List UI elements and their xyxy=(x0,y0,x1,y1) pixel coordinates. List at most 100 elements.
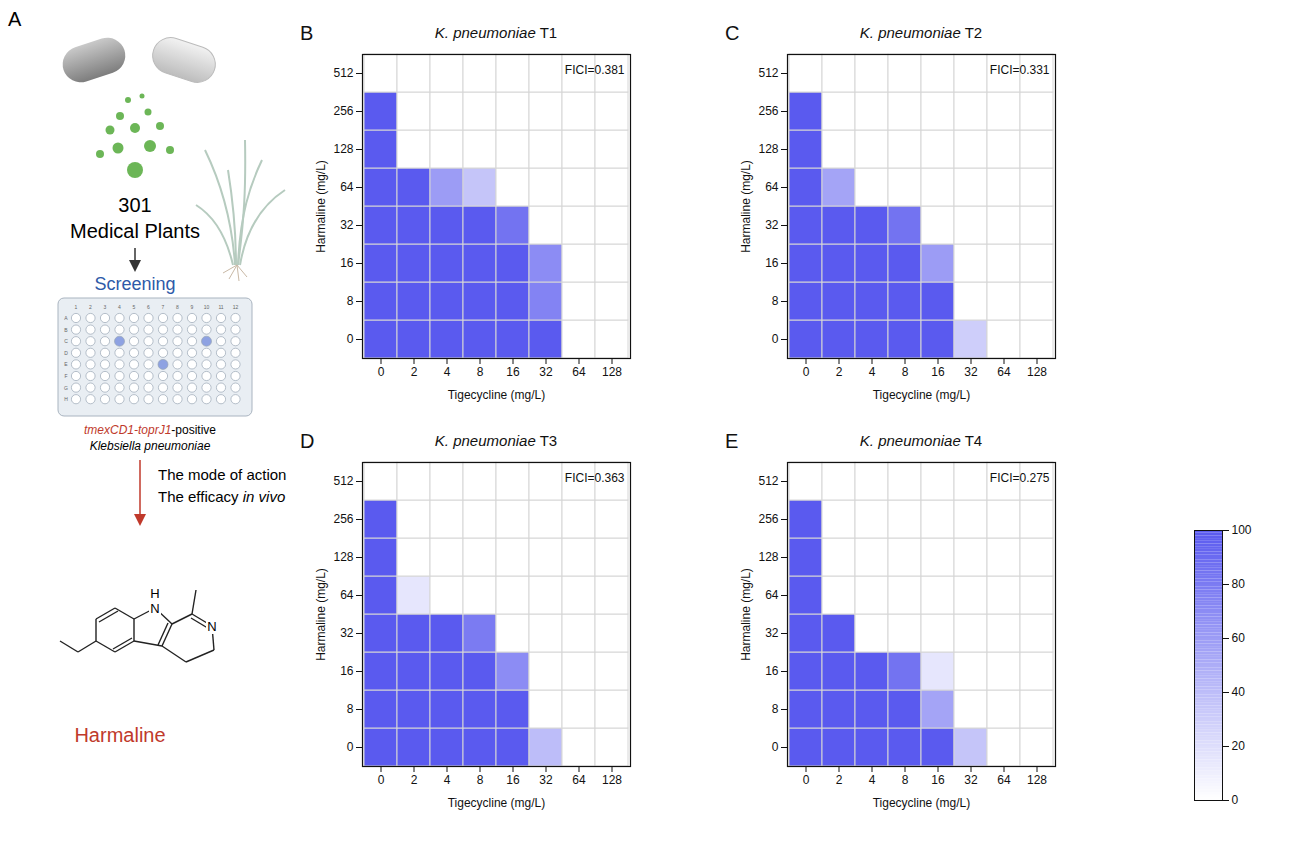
svg-text:Harmaline (mg/L): Harmaline (mg/L) xyxy=(739,160,753,253)
svg-text:8: 8 xyxy=(772,294,779,308)
svg-text:64: 64 xyxy=(572,773,586,787)
svg-text:0: 0 xyxy=(772,332,779,346)
svg-text:128: 128 xyxy=(333,142,353,156)
svg-text:64: 64 xyxy=(340,588,354,602)
svg-text:N: N xyxy=(150,601,159,616)
svg-text:Tigecycline (mg/L): Tigecycline (mg/L) xyxy=(873,388,971,402)
svg-text:64: 64 xyxy=(340,180,354,194)
svg-text:256: 256 xyxy=(758,512,778,526)
svg-text:Medical Plants: Medical Plants xyxy=(70,220,200,242)
svg-text:16: 16 xyxy=(931,365,945,379)
svg-text:0: 0 xyxy=(803,365,810,379)
svg-text:128: 128 xyxy=(758,550,778,564)
svg-text:64: 64 xyxy=(765,588,779,602)
svg-text:16: 16 xyxy=(931,773,945,787)
svg-text:4: 4 xyxy=(869,365,876,379)
svg-text:32: 32 xyxy=(765,626,779,640)
svg-text:512: 512 xyxy=(758,474,778,488)
svg-text:0: 0 xyxy=(803,773,810,787)
svg-text:FICI=0.363: FICI=0.363 xyxy=(565,471,625,485)
svg-text:256: 256 xyxy=(333,512,353,526)
svg-text:0: 0 xyxy=(347,332,354,346)
svg-text:16: 16 xyxy=(765,256,779,270)
svg-text:Screening: Screening xyxy=(94,274,175,294)
svg-text:128: 128 xyxy=(602,365,622,379)
svg-text:H: H xyxy=(64,396,68,402)
svg-text:0: 0 xyxy=(772,740,779,754)
svg-text:32: 32 xyxy=(340,218,354,232)
svg-text:FICI=0.275: FICI=0.275 xyxy=(990,471,1050,485)
svg-text:16: 16 xyxy=(506,773,520,787)
svg-text:128: 128 xyxy=(1027,365,1047,379)
svg-text:A: A xyxy=(8,8,22,30)
svg-text:E: E xyxy=(64,361,68,367)
svg-text:FICI=0.331: FICI=0.331 xyxy=(990,63,1050,77)
svg-text:512: 512 xyxy=(758,66,778,80)
svg-text:128: 128 xyxy=(333,550,353,564)
svg-text:128: 128 xyxy=(1027,773,1047,787)
svg-text:80: 80 xyxy=(1232,577,1246,591)
svg-text:6: 6 xyxy=(147,304,150,310)
svg-text:64: 64 xyxy=(765,180,779,194)
svg-text:Harmaline: Harmaline xyxy=(74,724,165,746)
svg-text:8: 8 xyxy=(772,702,779,716)
svg-text:32: 32 xyxy=(340,626,354,640)
svg-text:7: 7 xyxy=(162,304,165,310)
svg-text:1: 1 xyxy=(75,304,78,310)
svg-text:tmexCD1-toprJ1-positive: tmexCD1-toprJ1-positive xyxy=(84,423,216,437)
svg-text:Tigecycline (mg/L): Tigecycline (mg/L) xyxy=(873,796,971,810)
svg-text:Harmaline (mg/L): Harmaline (mg/L) xyxy=(314,160,328,253)
svg-text:256: 256 xyxy=(758,104,778,118)
svg-text:32: 32 xyxy=(765,218,779,232)
svg-text:8: 8 xyxy=(477,773,484,787)
svg-text:100: 100 xyxy=(1232,523,1252,537)
svg-text:2: 2 xyxy=(411,773,418,787)
svg-text:64: 64 xyxy=(572,365,586,379)
svg-text:4: 4 xyxy=(118,304,121,310)
svg-text:Harmaline (mg/L): Harmaline (mg/L) xyxy=(739,568,753,661)
svg-text:C: C xyxy=(64,338,68,344)
svg-text:The efficacy in vivo: The efficacy in vivo xyxy=(158,488,285,505)
svg-text:32: 32 xyxy=(964,773,978,787)
svg-text:16: 16 xyxy=(506,365,520,379)
svg-text:128: 128 xyxy=(602,773,622,787)
svg-text:40: 40 xyxy=(1232,685,1246,699)
svg-text:16: 16 xyxy=(765,664,779,678)
svg-text:64: 64 xyxy=(997,773,1011,787)
svg-text:60: 60 xyxy=(1232,631,1246,645)
svg-text:8: 8 xyxy=(477,365,484,379)
svg-text:32: 32 xyxy=(539,365,553,379)
svg-text:10: 10 xyxy=(204,304,210,310)
svg-text:2: 2 xyxy=(836,365,843,379)
svg-text:4: 4 xyxy=(444,365,451,379)
svg-text:8: 8 xyxy=(902,773,909,787)
svg-text:301: 301 xyxy=(118,194,151,216)
svg-text:3: 3 xyxy=(104,304,107,310)
svg-text:12: 12 xyxy=(233,304,239,310)
svg-text:8: 8 xyxy=(902,365,909,379)
svg-text:4: 4 xyxy=(444,773,451,787)
svg-text:Tigecycline (mg/L): Tigecycline (mg/L) xyxy=(448,388,546,402)
svg-text:20: 20 xyxy=(1232,739,1246,753)
svg-text:11: 11 xyxy=(218,304,223,310)
svg-text:0: 0 xyxy=(347,740,354,754)
svg-text:8: 8 xyxy=(347,702,354,716)
svg-text:H: H xyxy=(150,586,159,601)
svg-text:8: 8 xyxy=(176,304,179,310)
svg-text:512: 512 xyxy=(333,474,353,488)
svg-text:0: 0 xyxy=(378,773,385,787)
svg-text:2: 2 xyxy=(836,773,843,787)
svg-text:512: 512 xyxy=(333,66,353,80)
svg-text:The mode of action: The mode of action xyxy=(158,466,286,483)
svg-text:256: 256 xyxy=(333,104,353,118)
svg-text:FICI=0.381: FICI=0.381 xyxy=(565,63,625,77)
svg-text:4: 4 xyxy=(869,773,876,787)
svg-text:A: A xyxy=(64,315,68,321)
svg-text:G: G xyxy=(64,385,68,391)
svg-text:16: 16 xyxy=(340,256,354,270)
svg-text:32: 32 xyxy=(964,365,978,379)
svg-text:D: D xyxy=(64,350,68,356)
svg-text:0: 0 xyxy=(378,365,385,379)
svg-text:2: 2 xyxy=(411,365,418,379)
svg-text:Klebsiella pneumoniae: Klebsiella pneumoniae xyxy=(90,439,211,453)
